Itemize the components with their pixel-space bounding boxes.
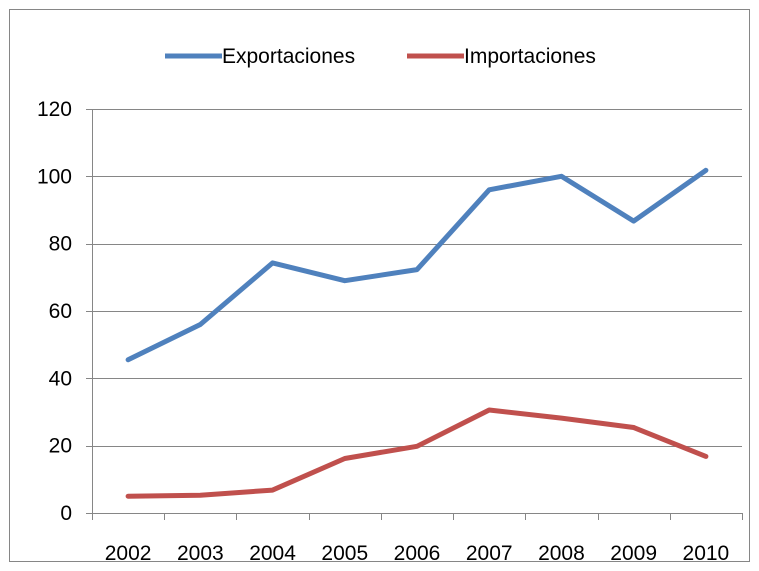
legend: Exportaciones Importaciones xyxy=(165,45,596,68)
y-tick-label: 0 xyxy=(60,502,72,525)
series-layer xyxy=(125,167,709,499)
x-tick-label: 2004 xyxy=(249,542,296,565)
legend-label-exportaciones: Exportaciones xyxy=(222,45,355,68)
x-tick-label: 2010 xyxy=(683,542,730,565)
y-tick-label: 100 xyxy=(37,165,72,188)
chart-frame xyxy=(9,9,750,562)
x-tick-label: 2007 xyxy=(466,542,513,565)
y-tick-label: 60 xyxy=(49,300,72,323)
x-axis-tick-labels: 2002 2003 2004 2005 2006 2007 2008 2009 2010 xyxy=(105,542,729,565)
x-tick-label: 2003 xyxy=(177,542,224,565)
x-tick-label: 2005 xyxy=(321,542,368,565)
x-tick-label: 2009 xyxy=(610,542,657,565)
gridlines xyxy=(92,109,742,447)
y-tick-label: 80 xyxy=(49,233,72,256)
y-tick-label: 120 xyxy=(37,98,72,121)
series-line-exportaciones xyxy=(125,167,709,363)
x-tick-label: 2006 xyxy=(394,542,441,565)
y-tick-label: 20 xyxy=(49,435,72,458)
axes xyxy=(86,109,743,520)
x-tick-label: 2002 xyxy=(105,542,152,565)
legend-label-importaciones: Importaciones xyxy=(464,45,596,68)
y-axis-tick-labels: 0 20 40 60 80 100 120 xyxy=(37,98,72,525)
y-tick-label: 40 xyxy=(49,367,72,390)
x-tick-label: 2008 xyxy=(538,542,585,565)
series-line-importaciones xyxy=(125,407,709,499)
